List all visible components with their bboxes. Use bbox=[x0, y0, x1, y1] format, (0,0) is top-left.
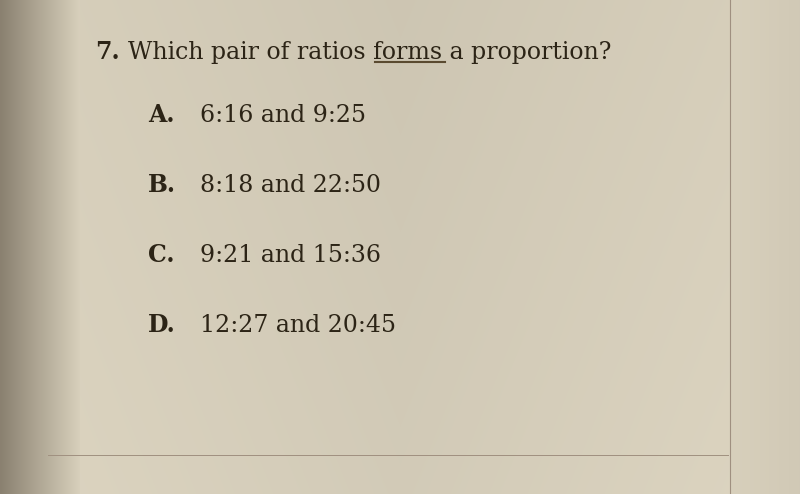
Text: 9:21 and 15:36: 9:21 and 15:36 bbox=[200, 244, 381, 266]
Text: 6:16 and 9:25: 6:16 and 9:25 bbox=[200, 104, 366, 126]
Text: 12:27 and 20:45: 12:27 and 20:45 bbox=[200, 314, 396, 336]
Text: Which pair of ratios forms a proportion?: Which pair of ratios forms a proportion? bbox=[128, 41, 611, 64]
Text: 8:18 and 22:50: 8:18 and 22:50 bbox=[200, 173, 381, 197]
Text: A.: A. bbox=[148, 103, 174, 127]
Text: C.: C. bbox=[148, 243, 174, 267]
Text: B.: B. bbox=[148, 173, 176, 197]
Text: D.: D. bbox=[148, 313, 176, 337]
Text: 7.: 7. bbox=[95, 40, 120, 64]
